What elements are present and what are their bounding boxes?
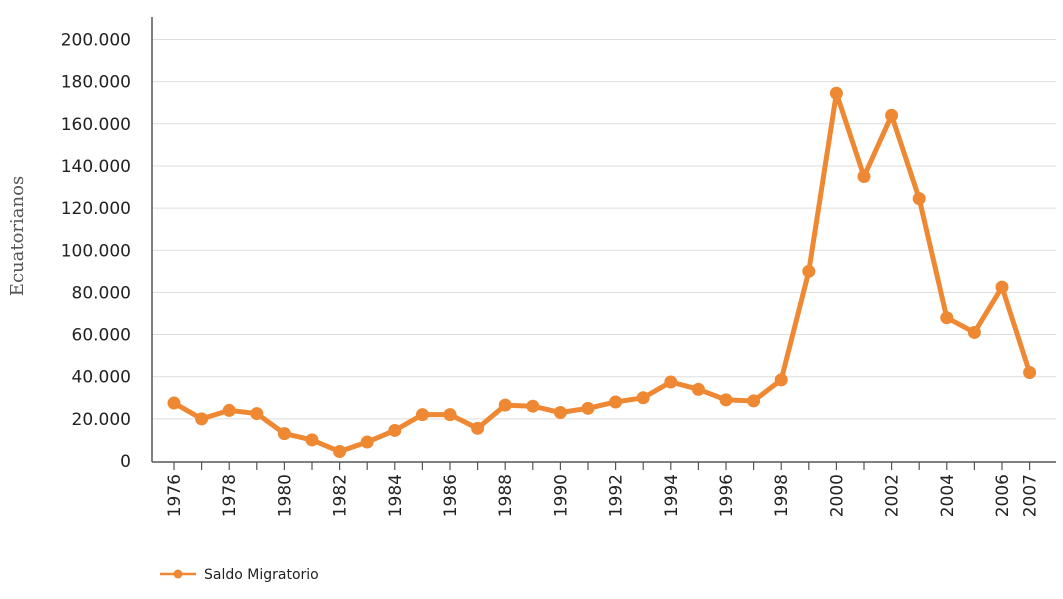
- x-tick-label: 1988: [496, 474, 516, 517]
- x-tick-label: 1982: [331, 474, 351, 517]
- series-layer: [167, 86, 1037, 459]
- data-point: [333, 445, 347, 459]
- x-tick-label: 1980: [275, 474, 295, 517]
- legend-dot-marker: [173, 569, 183, 579]
- data-point: [195, 412, 209, 426]
- y-tick-label: 80.000: [72, 283, 131, 303]
- y-tick-label: 20.000: [72, 410, 131, 430]
- x-tick-label: 1978: [220, 474, 240, 517]
- data-point: [912, 192, 926, 206]
- data-point: [802, 264, 816, 278]
- legend: Saldo Migratorio: [160, 567, 319, 583]
- x-tick-label: 2002: [883, 474, 903, 517]
- x-tick-label: 2000: [827, 474, 847, 517]
- data-point: [774, 373, 788, 387]
- data-point: [526, 399, 540, 413]
- y-tick-label: 100.000: [61, 241, 131, 261]
- data-point: [167, 396, 181, 410]
- data-point: [277, 427, 291, 441]
- y-tick-label: 40.000: [72, 368, 131, 388]
- data-point: [747, 394, 761, 408]
- axes: [151, 17, 1056, 463]
- y-tick-label: 200.000: [61, 31, 131, 51]
- data-point: [609, 395, 623, 409]
- data-point: [471, 421, 485, 435]
- data-point: [250, 407, 264, 421]
- y-tick-label: 160.000: [61, 115, 131, 135]
- y-tick-label: 0: [120, 452, 131, 472]
- y-tick-label: 180.000: [61, 73, 131, 93]
- x-tick-label: 1992: [607, 474, 627, 517]
- data-point: [360, 435, 374, 449]
- data-point: [664, 375, 678, 389]
- x-tick-label: 2004: [938, 474, 958, 517]
- x-tick-label: 2006: [993, 474, 1013, 517]
- data-point: [553, 406, 567, 420]
- data-point: [691, 382, 705, 396]
- data-point: [305, 433, 319, 447]
- legend-label: Saldo Migratorio: [204, 567, 319, 583]
- x-tick-label: 1976: [165, 474, 185, 517]
- y-axis-ticks: 0 20.000 40.000 60.000 80.000 100.000 120.000 1…: [61, 31, 131, 473]
- data-point: [995, 280, 1009, 294]
- x-tick-label: 1998: [772, 474, 792, 517]
- data-point: [829, 86, 843, 100]
- data-point: [415, 408, 429, 422]
- y-tick-label: 60.000: [72, 326, 131, 346]
- data-point: [967, 325, 981, 339]
- data-point: [498, 398, 512, 412]
- data-point: [222, 403, 236, 417]
- data-point: [636, 391, 650, 405]
- data-point: [1023, 365, 1037, 379]
- y-axis-label: Ecuatorianos: [7, 176, 28, 296]
- data-point: [719, 393, 733, 407]
- data-point: [388, 423, 402, 437]
- data-point: [443, 408, 457, 422]
- data-point: [885, 108, 899, 122]
- x-tick-label: 1986: [441, 474, 461, 517]
- data-point: [857, 169, 871, 183]
- x-tick-label: 1994: [662, 474, 682, 517]
- x-tick-label: 1996: [717, 474, 737, 517]
- x-tick-label: 2007: [1021, 474, 1041, 517]
- gridlines: [152, 39, 1056, 420]
- x-axis-ticks: 1976 1978 1980 1982 1984 1986 1988 1990 1992 1994…: [165, 462, 1041, 517]
- x-tick-label: 1984: [386, 474, 406, 517]
- data-point: [581, 401, 595, 415]
- series-line: [171, 90, 1033, 455]
- data-point: [940, 311, 954, 325]
- y-tick-label: 140.000: [61, 157, 131, 177]
- y-tick-label: 120.000: [61, 199, 131, 219]
- x-tick-label: 1990: [551, 474, 571, 517]
